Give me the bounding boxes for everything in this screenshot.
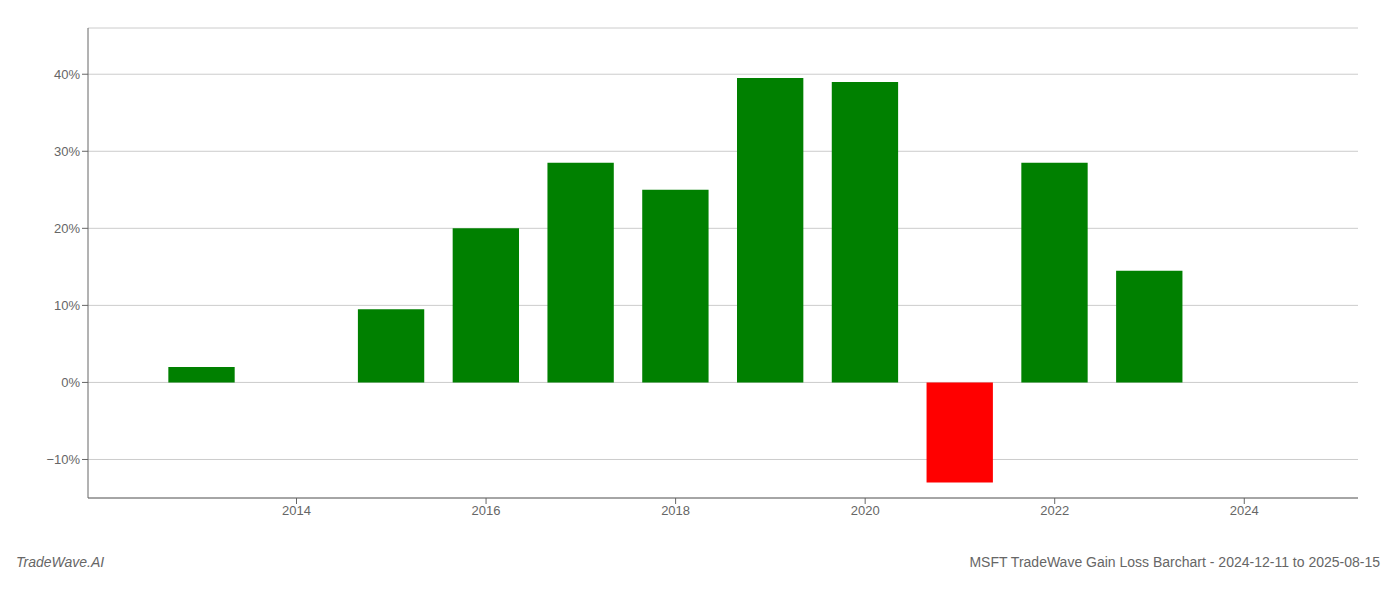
- html-text:MSFT TradeWave Gain Loss Barch: MSFT TradeWave Gain Loss Barchart - 2024…: [969, 554, 1380, 570]
- svg-text:30%: 30%: [54, 144, 80, 159]
- svg-text:2024: 2024: [1230, 503, 1259, 518]
- svg-text:−10%: −10%: [46, 452, 80, 467]
- html-text:TradeWave.AI: TradeWave.AI: [16, 554, 105, 570]
- svg-text:0%: 0%: [61, 375, 80, 390]
- svg-text:20%: 20%: [54, 221, 80, 236]
- svg-text:2018: 2018: [661, 503, 690, 518]
- svg-text:2016: 2016: [472, 503, 501, 518]
- svg-text:40%: 40%: [54, 67, 80, 82]
- svg-text:2020: 2020: [851, 503, 880, 518]
- svg-text:2014: 2014: [282, 503, 311, 518]
- svg-text:2022: 2022: [1040, 503, 1069, 518]
- svg-text:10%: 10%: [54, 298, 80, 313]
